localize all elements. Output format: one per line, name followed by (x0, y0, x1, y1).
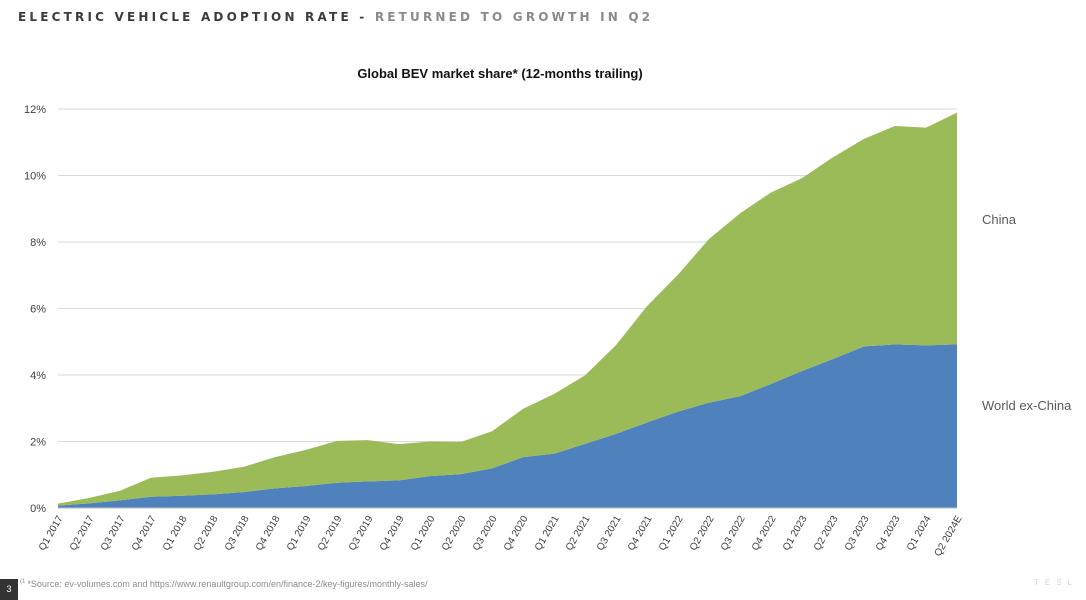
y-tick-label: 0% (30, 503, 46, 515)
y-tick-label: 2% (30, 437, 46, 449)
x-tick-label: Q4 2021 (626, 514, 655, 553)
x-tick-label: Q3 2019 (347, 514, 376, 553)
y-tick-label: 6% (30, 304, 46, 316)
x-tick-label: Q2 2020 (440, 514, 469, 553)
x-tick-label: Q1 2024 (905, 514, 934, 553)
x-tick-label: Q1 2017 (37, 514, 66, 553)
series-area-world-ex-china (58, 344, 957, 508)
series-area-china (58, 112, 957, 506)
y-tick-label: 10% (24, 171, 46, 183)
y-tick-label: 4% (30, 370, 46, 382)
x-tick-label: Q3 2020 (471, 514, 500, 553)
x-tick-label: Q3 2022 (719, 514, 748, 553)
x-tick-label: Q4 2019 (378, 514, 407, 553)
x-tick-label: Q2 2022 (688, 514, 717, 553)
y-tick-label: 12% (24, 104, 46, 116)
slide-subtitle: RETURNED TO GROWTH IN Q2 (374, 10, 654, 24)
slide-title-separator: - (359, 10, 368, 24)
x-tick-label: Q1 2018 (161, 514, 190, 553)
x-tick-label: Q1 2023 (781, 514, 810, 553)
x-tick-label: Q4 2017 (130, 514, 159, 553)
x-tick-label: Q2 2024E (933, 514, 965, 559)
x-tick-label: Q1 2020 (409, 514, 438, 553)
y-tick-label: 8% (30, 237, 46, 249)
x-tick-label: Q4 2020 (502, 514, 531, 553)
x-tick-label: Q2 2019 (316, 514, 345, 553)
x-tick-label: Q4 2018 (254, 514, 283, 553)
series-label: World ex-China (982, 398, 1072, 413)
page-number: 3 (0, 579, 18, 600)
footnote: (1 *Source: ev-volumes.com and https://ww… (20, 579, 428, 589)
x-tick-label: Q2 2021 (564, 514, 593, 553)
x-tick-label: Q1 2021 (533, 514, 562, 553)
x-tick-label: Q2 2023 (812, 514, 841, 553)
x-tick-label: Q1 2019 (285, 514, 314, 553)
series-label: China (982, 212, 1017, 227)
x-tick-label: Q3 2023 (843, 514, 872, 553)
x-tick-label: Q3 2018 (223, 514, 252, 553)
x-tick-label: Q1 2022 (657, 514, 686, 553)
footnote-marker: (1 (20, 579, 26, 585)
x-tick-label: Q4 2022 (750, 514, 779, 553)
x-tick-label: Q2 2017 (68, 514, 97, 553)
x-tick-label: Q4 2023 (874, 514, 903, 553)
x-tick-label: Q3 2017 (99, 514, 128, 553)
source-note: *Source: ev-volumes.com and https://www.… (27, 579, 428, 589)
slide-title: ELECTRIC VEHICLE ADOPTION RATE - RETURNE… (18, 10, 653, 24)
slide-title-main: ELECTRIC VEHICLE ADOPTION RATE (18, 10, 352, 24)
brand-logo: TESL (1034, 578, 1079, 587)
x-tick-label: Q2 2018 (192, 514, 221, 553)
chart-title: Global BEV market share* (12-months trai… (357, 66, 643, 81)
x-tick-label: Q3 2021 (595, 514, 624, 553)
